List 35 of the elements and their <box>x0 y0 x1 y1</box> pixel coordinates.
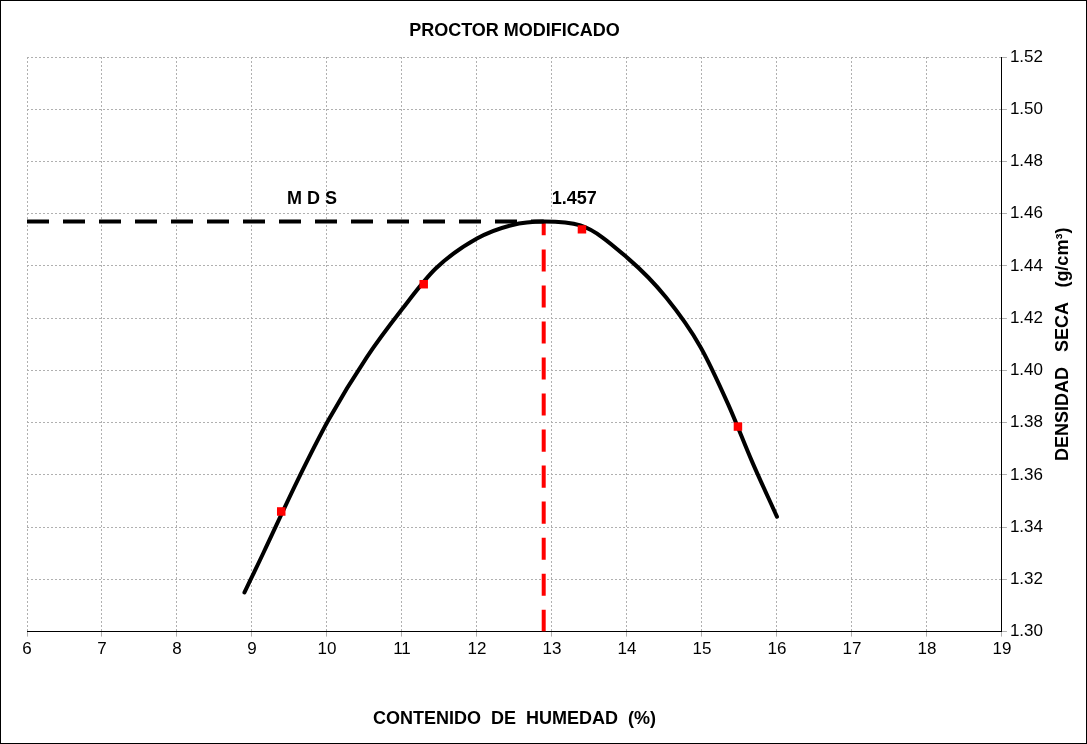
y-tick-label: 1.48 <box>1009 151 1044 171</box>
x-tick-label: 6 <box>22 639 32 659</box>
x-tick-label: 10 <box>317 639 337 659</box>
y-tick-label: 1.38 <box>1009 412 1044 432</box>
x-tick-label: 13 <box>542 639 562 659</box>
y-tick-label: 1.42 <box>1009 307 1044 327</box>
y-tick-label: 1.36 <box>1009 464 1044 484</box>
y-tick-label: 1.46 <box>1009 203 1044 223</box>
x-tick-label: 19 <box>992 639 1012 659</box>
x-tick-label: 9 <box>247 639 257 659</box>
x-tick-label: 11 <box>393 639 411 659</box>
y-tick-label: 1.32 <box>1009 569 1044 589</box>
y-axis-title: DENSIDAD SECA (g/cm³) <box>1051 227 1072 461</box>
x-tick-label: 8 <box>172 639 182 659</box>
y-tick-label: 1.30 <box>1009 621 1044 641</box>
annotation: M D S <box>286 187 337 208</box>
point <box>419 279 428 289</box>
y-tick-label: 1.52 <box>1009 46 1044 66</box>
point <box>733 422 743 431</box>
y-tick-label: 1.40 <box>1009 360 1044 380</box>
x-axis-title: CONTENIDO DE HUMEDAD (%) <box>372 707 656 728</box>
x-tick-label: 15 <box>692 639 712 659</box>
x-tick-label: 17 <box>842 639 862 659</box>
x-tick-label: 14 <box>617 639 637 659</box>
y-tick-label: 1.50 <box>1009 98 1044 118</box>
y-tick-label: 1.44 <box>1009 255 1044 275</box>
x-tick-label: 7 <box>97 639 107 659</box>
point <box>577 225 587 234</box>
y-tick-label: 1.34 <box>1009 516 1044 536</box>
chart-title: PROCTOR MODIFICADO <box>409 19 620 40</box>
x-tick-label: 12 <box>467 639 487 659</box>
x-tick-label: 18 <box>917 639 937 659</box>
point <box>276 507 286 516</box>
x-tick-label: 16 <box>767 639 787 659</box>
annotation: 1.457 <box>551 187 597 208</box>
